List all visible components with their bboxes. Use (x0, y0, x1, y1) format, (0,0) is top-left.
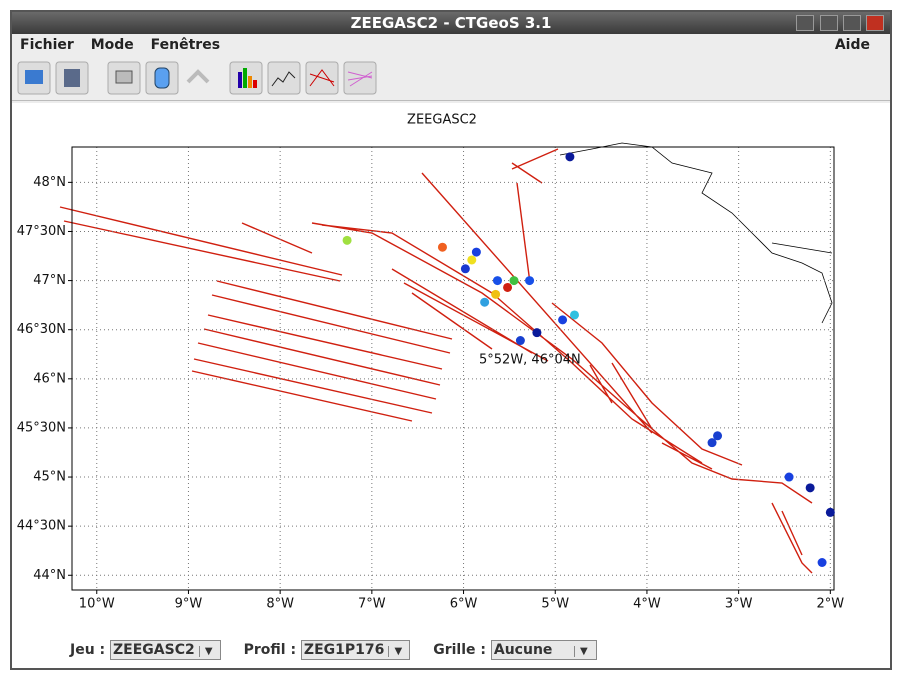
control-label: Profil : (243, 642, 297, 658)
station (480, 297, 490, 307)
y-tick-label: 44°N (33, 568, 66, 583)
y-tick-label: 47°30N (17, 224, 66, 239)
grid-combo[interactable]: Aucune ▼ (490, 640, 597, 660)
station (558, 315, 568, 325)
x-tick-label: 7°W (358, 597, 386, 612)
station (503, 282, 513, 292)
station (532, 328, 542, 338)
station (460, 264, 470, 274)
map-chart: ZEEGASC2 5°52W, 46°04N 10°W 9°W 8°W 7°W 6°W 5… (17, 113, 845, 612)
y-tick-label: 46°N (33, 371, 66, 386)
plot-frame (71, 146, 835, 591)
chart-title: ZEEGASC2 (407, 113, 477, 128)
menu-help[interactable]: Aide (834, 37, 870, 53)
x-tick-label: 9°W (175, 597, 203, 612)
combo-value: Aucune (493, 642, 553, 658)
map-panel: ZEEGASC2 5°52W, 46°04N 10°W 9°W 8°W 7°W 6°W 5… (12, 103, 890, 668)
station (491, 289, 501, 299)
menu-item[interactable]: Fichier (20, 37, 74, 53)
station (437, 242, 447, 252)
control-bar: Jeu : ZEEGASC2 ▼ Profil : ZEG1P176 ▼ Grill… (70, 640, 615, 660)
station (467, 255, 477, 265)
station (342, 235, 352, 245)
x-tick-label: 2°W (817, 597, 845, 612)
station (784, 472, 794, 482)
station (471, 247, 481, 257)
station (569, 310, 579, 320)
title-bar: ZEEGASC2 - CTGeoS 3.1 (12, 12, 890, 34)
station (825, 507, 835, 517)
station (817, 557, 827, 567)
dataset-combo[interactable]: ZEEGASC2 ▼ (110, 640, 221, 660)
control-label: Grille : (433, 642, 486, 658)
window-buttons[interactable] (796, 15, 884, 37)
station (713, 431, 723, 441)
window-title: ZEEGASC2 - CTGeoS 3.1 (350, 14, 552, 32)
x-tick-label: 10°W (79, 597, 115, 612)
menu-bar: Fichier Mode Fenêtres Aide (12, 34, 890, 56)
station (525, 276, 535, 286)
profile-button[interactable] (267, 61, 301, 95)
x-tick-label: 6°W (450, 597, 478, 612)
x-tick-label: 5°W (541, 597, 569, 612)
survey-tracks (59, 148, 813, 574)
station (565, 152, 575, 162)
y-tick-label: 47°N (33, 273, 66, 288)
combo-value: ZEG1P176 (303, 642, 385, 658)
combo-value: ZEEGASC2 (113, 642, 195, 658)
cursor-coordinates: 5°52W, 46°04N (479, 353, 581, 368)
toolbar-icons (17, 61, 377, 95)
undo-button[interactable] (186, 69, 210, 84)
x-tick-label: 8°W (266, 597, 294, 612)
menu-item[interactable]: Mode (90, 37, 134, 53)
station (707, 438, 717, 448)
profile-combo[interactable]: ZEG1P176 ▼ (300, 640, 411, 660)
station (805, 483, 815, 493)
y-tick-label: 46°30N (17, 322, 66, 337)
y-tick-label: 48°N (33, 175, 66, 190)
station (515, 336, 525, 346)
station (492, 276, 502, 286)
toolbar (12, 56, 890, 101)
app-window: ZEEGASC2 - CTGeoS 3.1 Fichier Mode Fenêt… (10, 10, 892, 670)
x-tick-label: 3°W (725, 597, 753, 612)
y-tick-label: 45°30N (17, 420, 66, 435)
y-tick-label: 44°30N (17, 519, 66, 534)
coastline (559, 142, 833, 324)
menu-item[interactable]: Fenêtres (150, 37, 221, 53)
y-tick-label: 45°N (33, 470, 66, 485)
x-tick-label: 4°W (633, 597, 661, 612)
station (509, 276, 519, 286)
control-label: Jeu : (70, 642, 106, 658)
